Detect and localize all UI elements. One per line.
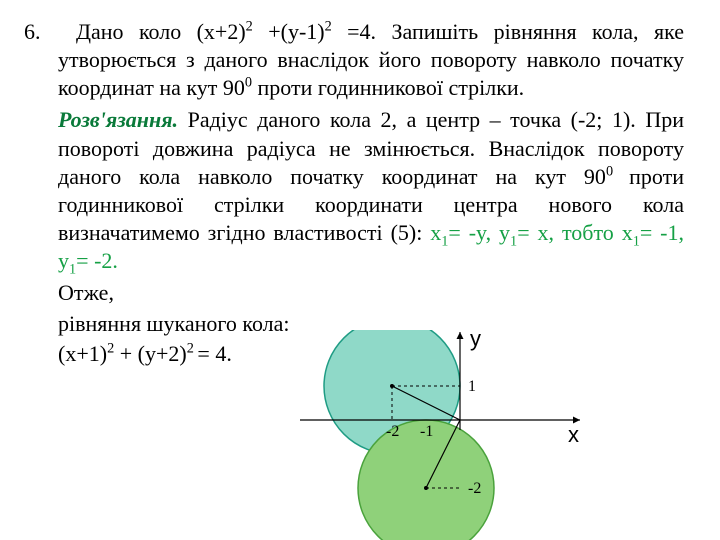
problem-block: 6. Дано коло (x+2)2 +(y-1)2 =4. Запишіть…	[24, 18, 684, 370]
therefore-text: Отже,	[58, 279, 318, 307]
tick-x-n1: -1	[420, 423, 433, 440]
result-equation: (x+1)2 + (y+2)2 = 4.	[58, 340, 318, 368]
center-dot-1	[390, 384, 394, 388]
figure-diagram: 1 -2 -1 -2 х у	[300, 330, 600, 540]
tick-y-n2: -2	[468, 480, 481, 497]
problem-statement: Дано коло (x+2)2 +(y-1)2 =4. Запишіть рі…	[58, 18, 684, 102]
problem-number: 6.	[24, 18, 58, 370]
problem-body: Дано коло (x+2)2 +(y-1)2 =4. Запишіть рі…	[58, 18, 684, 370]
conclusion-block: Отже, рівняння шуканого кола: (x+1)2 + (…	[58, 279, 318, 367]
y-axis-label: у	[470, 330, 481, 351]
x-axis-label: х	[568, 422, 579, 447]
tick-y-1: 1	[468, 378, 476, 395]
tick-x-n2: -2	[386, 423, 399, 440]
result-intro: рівняння шуканого кола:	[58, 310, 318, 338]
solution-label: Розв'язання.	[58, 107, 178, 132]
solution-paragraph: Розв'язання. Радіус даного кола 2, а цен…	[58, 106, 684, 275]
page: 6. Дано коло (x+2)2 +(y-1)2 =4. Запишіть…	[0, 0, 720, 370]
